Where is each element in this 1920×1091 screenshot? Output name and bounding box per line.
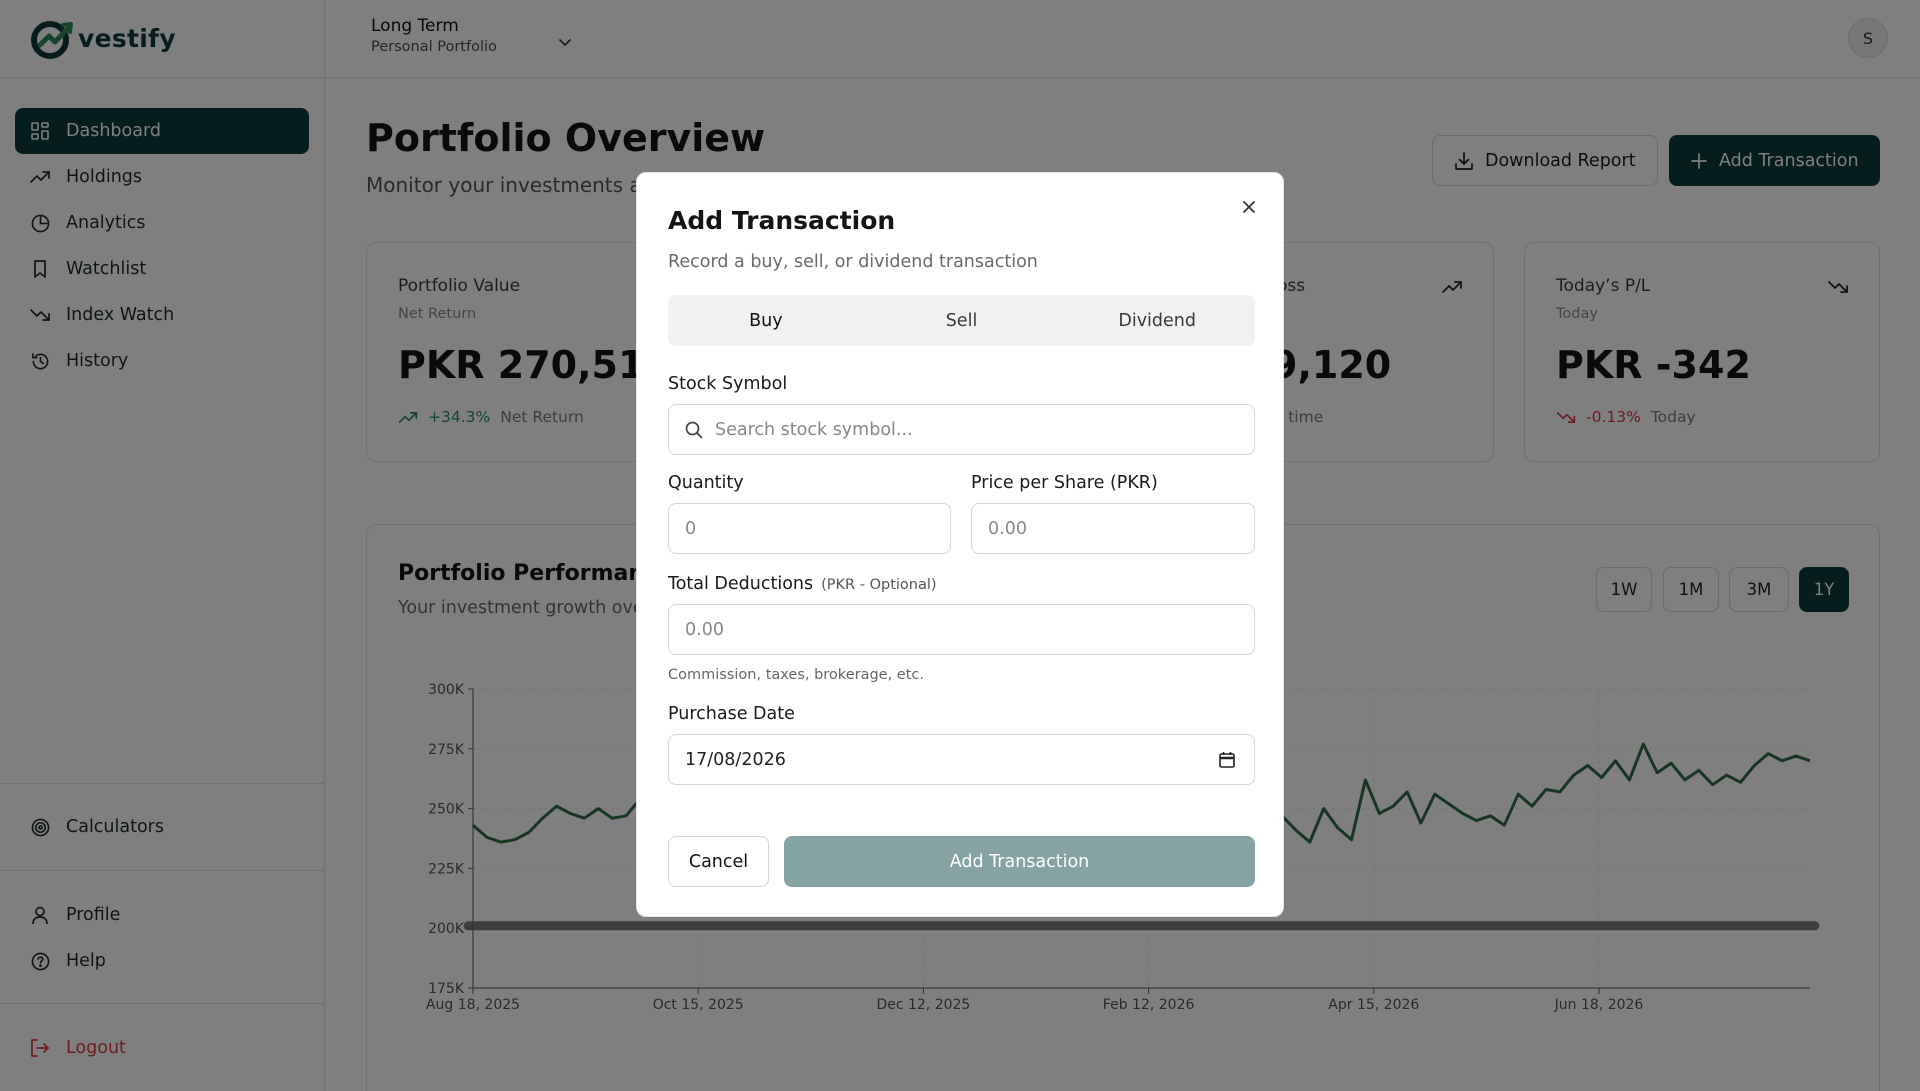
tab-sell[interactable]: Sell	[945, 310, 978, 331]
purchase-date-value: 17/08/2026	[685, 749, 786, 770]
deductions-label: Total Deductions (PKR - Optional)	[668, 574, 937, 594]
deductions-label-text: Total Deductions	[668, 574, 814, 594]
calendar-icon[interactable]	[1218, 751, 1236, 769]
cancel-button[interactable]: Cancel	[668, 836, 769, 887]
stock-symbol-placeholder: Search stock symbol...	[715, 419, 913, 440]
quantity-label: Quantity	[668, 473, 744, 493]
close-button[interactable]	[1237, 195, 1261, 219]
stock-symbol-input[interactable]: Search stock symbol...	[668, 404, 1255, 455]
modal-title: Add Transaction	[668, 206, 896, 235]
deductions-optional-note: (PKR - Optional)	[821, 577, 937, 593]
modal-subtitle: Record a buy, sell, or dividend transact…	[668, 252, 1038, 272]
deductions-input[interactable]: 0.00	[668, 604, 1255, 655]
quantity-input[interactable]: 0	[668, 503, 951, 554]
add-transaction-modal: Add Transaction Record a buy, sell, or d…	[636, 172, 1284, 917]
purchase-date-label: Purchase Date	[668, 704, 795, 724]
close-icon	[1243, 201, 1255, 213]
stock-symbol-label: Stock Symbol	[668, 374, 788, 394]
purchase-date-input[interactable]: 17/08/2026	[668, 734, 1255, 785]
search-icon	[685, 421, 703, 438]
tab-buy[interactable]: Buy	[749, 310, 783, 331]
deductions-help-text: Commission, taxes, brokerage, etc.	[668, 667, 924, 683]
tab-dividend[interactable]: Dividend	[1118, 310, 1196, 331]
price-input[interactable]: 0.00	[971, 503, 1255, 554]
submit-transaction-button[interactable]: Add Transaction	[784, 836, 1255, 887]
transaction-type-tabs: Buy Sell Dividend	[668, 295, 1255, 346]
price-label: Price per Share (PKR)	[971, 473, 1158, 493]
